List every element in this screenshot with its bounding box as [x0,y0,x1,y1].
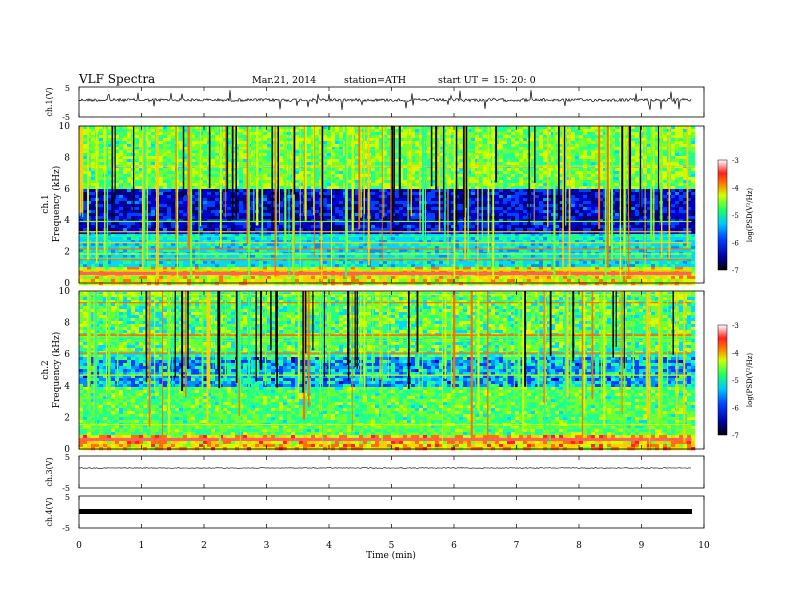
ch1-channel-label: ch.1 [41,194,51,213]
ch1-ytick-top: 5 [65,84,70,93]
ch1-colorbar-tick: -7 [732,267,739,275]
ch1-spectrogram-heatmap [79,126,696,286]
time-axis-label: Time (min) [366,550,416,561]
time-tick-label: 9 [639,541,645,551]
ch2-freq-tick-label: 8 [64,319,70,329]
ch2-channel-label: ch.2 [41,360,51,379]
time-tick-label: 10 [698,541,710,551]
ch2-colorbar-ticks: -3 -4 -5 -6 -7 [732,322,739,440]
ch2-freq-tick-label: 6 [64,350,70,360]
ch1-frequency-axis-label: Frequency (kHz) [51,166,62,243]
ch2-colorbar-tick: -3 [732,322,739,330]
ch2-freq-tick-label: 10 [59,287,71,297]
start-ut-label: start UT = [438,75,489,86]
time-axis-tick-labels: 0 1 2 3 4 5 6 7 8 9 10 [76,541,710,551]
ch1-waveform-panel: 5 -5 ch.1(V) [45,84,705,122]
station-label: station=ATH [344,75,406,86]
ch1-colorbar-tick: -5 [732,212,739,220]
time-tick-label: 3 [264,541,270,551]
ch3-waveform-trace [78,467,692,469]
ch1-freq-tick-labels: 0 2 4 6 8 10 [59,122,71,289]
ch1-ytick-bottom: -5 [62,113,70,122]
ch2-freq-tick-label: 4 [64,382,70,392]
ch1-waveform-trace [78,90,692,111]
figure-title: VLF Spectra [78,72,155,86]
ch2-frequency-axis-label: Frequency (kHz) [51,332,62,409]
ch1-waveform-ylabel: ch.1(V) [45,87,54,116]
ch2-freq-tick-label: 0 [64,445,70,455]
ch3-waveform-panel: 5 -5 ch.3(V) [45,453,705,493]
ch3-ytick-top: 5 [65,453,70,462]
ch2-spectrogram-panel: 0 2 4 6 8 10 ch.2 Frequency (kHz) -3 -4 … [41,287,754,455]
time-tick-label: 0 [76,541,82,551]
time-tick-label: 7 [514,541,520,551]
time-tick-label: 2 [201,541,207,551]
ch3-waveform-frame [78,455,705,489]
ch2-colorbar-tick: -5 [732,377,739,385]
ch2-freq-tick-label: 2 [64,413,70,423]
ch1-freq-tick-label: 4 [64,216,70,226]
ch1-colorbar-tick: -4 [732,185,739,193]
start-ut-value: 15: 20: 0 [493,75,536,86]
ch1-colorbar-label: log(PSD(V²/Hz) [746,188,754,243]
ch2-colorbar [717,324,728,436]
ch3-waveform-ylabel: ch.3(V) [45,457,54,486]
ch1-colorbar [717,159,728,271]
time-axis-ticks [78,87,705,528]
ch4-waveform-panel: 5 -5 ch.4(V) [45,493,705,533]
ch4-ytick-top: 5 [65,493,70,502]
ch1-colorbar-ticks: -3 -4 -5 -6 -7 [732,157,739,275]
ch3-ytick-bottom: -5 [62,484,70,493]
ch2-colorbar-tick: -7 [732,432,739,440]
ch1-waveform-frame [78,86,705,118]
time-tick-label: 4 [326,541,332,551]
ch1-freq-tick-label: 0 [64,279,70,289]
ch2-colorbar-label: log(PSD(V²/Hz) [746,353,754,408]
ch2-freq-tick-labels: 0 2 4 6 8 10 [59,287,71,455]
ch1-spectrogram-panel: 0 2 4 6 8 10 ch.1 Frequency (kHz) -3 -4 … [41,122,754,289]
date-label: Mar.21, 2014 [252,75,316,86]
ch2-spectrogram-heatmap [79,291,696,451]
ch4-waveform-trace [79,509,692,514]
ch2-colorbar-tick: -4 [732,350,739,358]
ch2-colorbar-tick: -6 [732,405,739,413]
ch4-waveform-ylabel: ch.4(V) [45,497,54,526]
time-tick-label: 6 [451,541,457,551]
ch1-colorbar-tick: -3 [732,157,739,165]
ch1-freq-tick-label: 6 [64,185,70,195]
ch1-freq-tick-label: 8 [64,153,70,163]
time-tick-label: 8 [576,541,582,551]
ch4-ytick-bottom: -5 [62,524,70,533]
time-tick-label: 1 [139,541,145,551]
time-tick-label: 5 [389,541,395,551]
ch1-freq-tick-label: 2 [64,248,70,258]
ch1-colorbar-tick: -6 [732,240,739,248]
ch1-freq-tick-label: 10 [59,122,71,132]
